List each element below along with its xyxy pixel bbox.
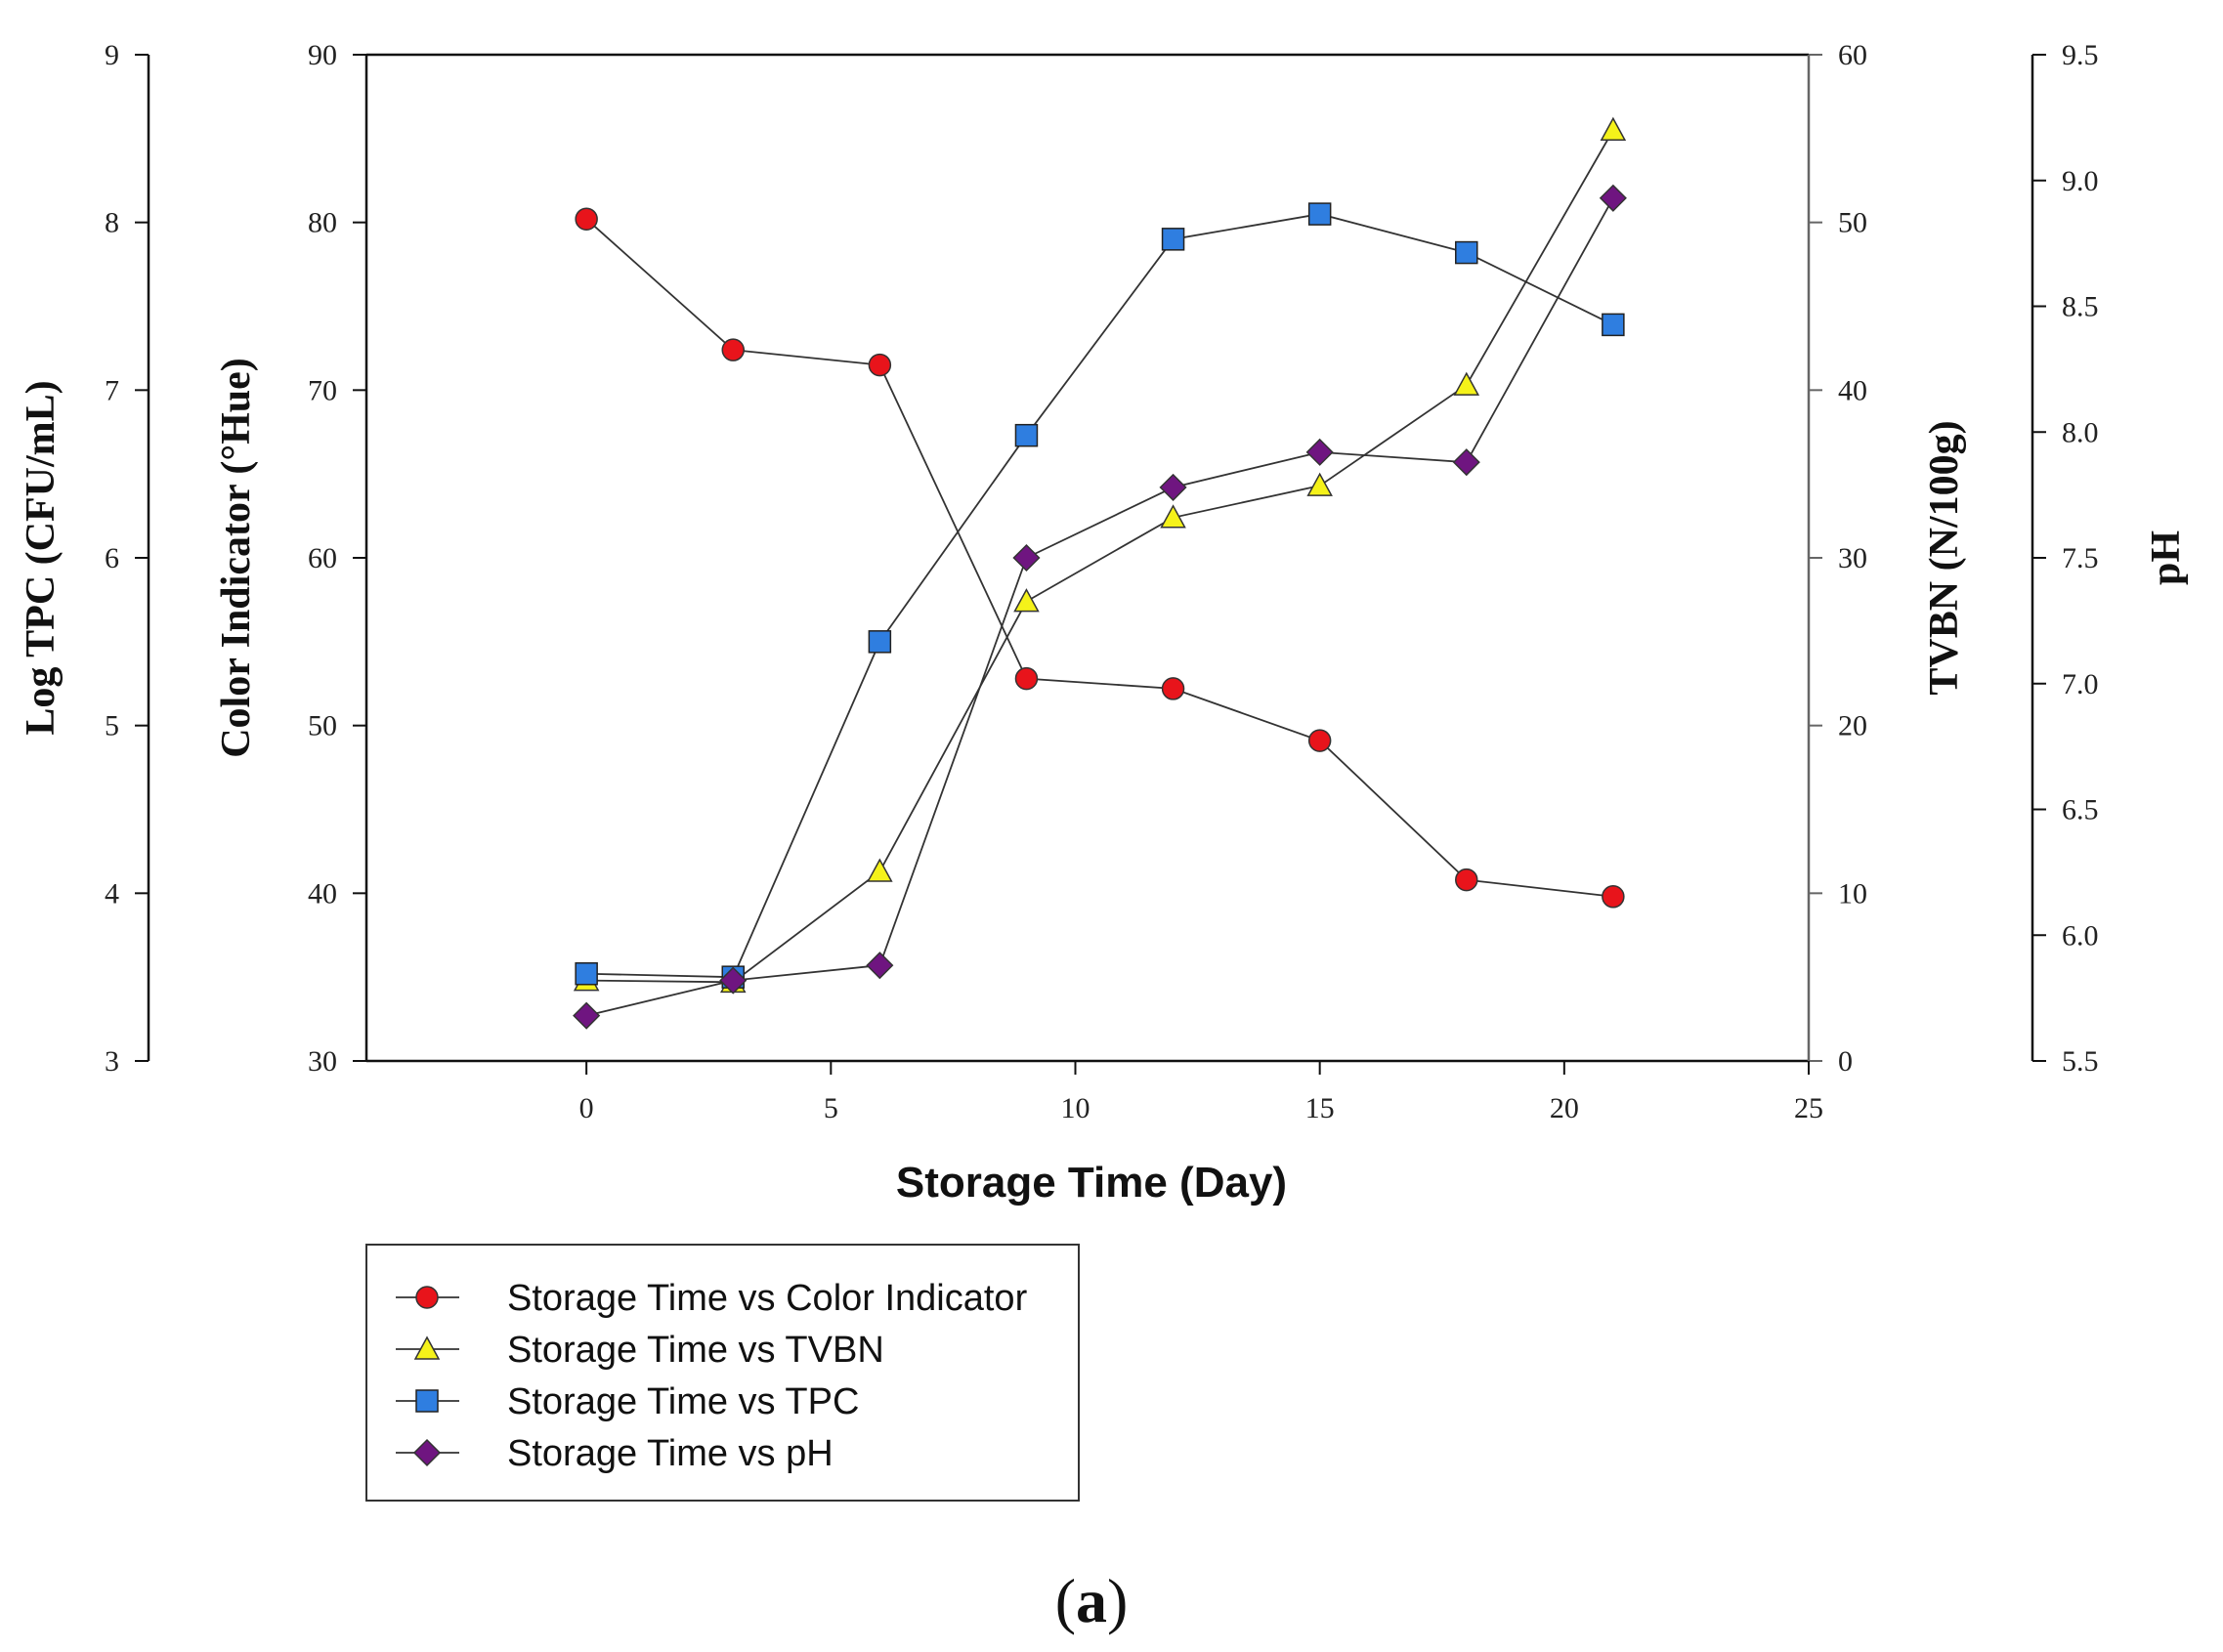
tpc-tick-label: 3: [105, 1045, 119, 1078]
tvbn-tick-label: 10: [1838, 877, 1867, 910]
data-point-ph-9: [1012, 543, 1041, 572]
tpc-tick-label: 4: [105, 877, 119, 910]
data-point-tvbn-6: [867, 858, 893, 882]
color-tick-label: 50: [308, 710, 337, 742]
data-point-color-indicator-12: [1161, 677, 1185, 700]
data-point-tvbn-15: [1306, 472, 1333, 496]
series-line-color-indicator: [585, 218, 1613, 898]
data-point-tpc-6: [868, 630, 892, 654]
tpc-tick-label: 9: [105, 39, 119, 71]
tvbn-axis-title: TVBN (N/100g): [1922, 420, 1967, 695]
data-point-color-indicator-6: [868, 353, 892, 377]
data-point-color-indicator-18: [1455, 868, 1478, 892]
legend-label-ph: Storage Time vs pH: [507, 1433, 834, 1474]
tvbn-tick-label: 60: [1838, 39, 1867, 71]
tpc-axis-title: Log TPC (CFU/mL): [19, 380, 64, 735]
data-point-color-indicator-15: [1307, 729, 1332, 752]
data-point-tpc-12: [1161, 228, 1185, 251]
tpc-tick-label: 5: [105, 710, 119, 742]
tpc-tick-label: 7: [105, 374, 119, 406]
data-point-tvbn-12: [1160, 504, 1186, 529]
caption-label: a: [1076, 1566, 1107, 1635]
ph-tick-label: 7.0: [2062, 668, 2099, 700]
data-point-tvbn-21: [1600, 116, 1627, 141]
color-tick-label: 80: [308, 207, 337, 239]
legend-marker-tpc: [415, 1389, 439, 1413]
tvbn-tick-label: 20: [1838, 710, 1867, 742]
ph-tick-label: 6.5: [2062, 794, 2099, 826]
x-axis-title: Storage Time (Day): [896, 1159, 1287, 1207]
color-tick-label: 30: [308, 1045, 337, 1078]
data-point-ph-18: [1452, 448, 1480, 477]
legend-marker-color-indicator: [415, 1286, 439, 1309]
data-point-tpc-21: [1602, 313, 1625, 337]
data-point-tvbn-18: [1453, 371, 1480, 396]
x-tick-label: 0: [579, 1092, 594, 1124]
color-tick-label: 90: [308, 39, 337, 71]
tvbn-tick-label: 50: [1838, 207, 1867, 239]
series-tpc: [575, 202, 1625, 989]
data-point-color-indicator-3: [721, 338, 746, 361]
data-point-tvbn-9: [1013, 588, 1040, 613]
data-point-ph-6: [866, 952, 894, 980]
data-point-ph-3: [719, 966, 748, 995]
ph-tick-label: 7.5: [2062, 542, 2099, 574]
data-point-tpc-18: [1455, 240, 1478, 265]
ph-tick-label: 5.5: [2062, 1045, 2099, 1078]
color-tick-label: 70: [308, 374, 337, 406]
series-line-tpc: [586, 213, 1614, 979]
ph-tick-label: 9.0: [2062, 165, 2099, 197]
ph-axis-title: pH: [2144, 530, 2189, 585]
tpc-tick-label: 8: [105, 207, 119, 239]
legend-label-tvbn: Storage Time vs TVBN: [507, 1330, 884, 1371]
data-point-tpc-0: [575, 961, 598, 986]
x-tick-label: 15: [1305, 1092, 1335, 1124]
caption-text: (a): [1055, 1566, 1129, 1635]
legend-label-color-indicator: Storage Time vs Color Indicator: [507, 1278, 1028, 1319]
legend-marker-tvbn: [413, 1335, 441, 1360]
legend-box: [365, 1244, 1080, 1502]
data-point-color-indicator-0: [575, 207, 598, 231]
series-layer: [573, 116, 1627, 1030]
data-point-color-indicator-9: [1014, 666, 1039, 691]
x-tick-label: 20: [1550, 1092, 1579, 1124]
ph-tick-label: 8.5: [2062, 291, 2099, 323]
data-point-color-indicator-21: [1602, 885, 1625, 909]
tvbn-tick-label: 30: [1838, 542, 1867, 574]
color-tick-label: 40: [308, 877, 337, 910]
x-tick-label: 10: [1060, 1092, 1090, 1124]
tpc-tick-label: 6: [105, 542, 119, 574]
series-ph: [573, 184, 1627, 1030]
figure-caption: (a): [1055, 1566, 1129, 1635]
data-point-tpc-9: [1014, 423, 1039, 447]
series-line-tvbn: [586, 129, 1614, 984]
color-tick-label: 60: [308, 542, 337, 574]
caption-close-paren: ): [1107, 1566, 1128, 1635]
x-tick-label: 5: [824, 1092, 838, 1124]
caption-open-paren: (: [1055, 1566, 1076, 1635]
legend-marker-ph: [412, 1438, 442, 1467]
x-tick-label: 25: [1794, 1092, 1823, 1124]
series-line-ph: [585, 197, 1614, 1017]
data-point-ph-0: [573, 1001, 601, 1030]
series-color-indicator: [575, 207, 1625, 909]
color-axis-title: Color Indicator (°Hue): [214, 358, 259, 758]
tvbn-tick-label: 40: [1838, 374, 1867, 406]
data-point-ph-12: [1159, 473, 1187, 501]
data-point-tpc-15: [1307, 202, 1332, 226]
data-point-ph-21: [1599, 184, 1627, 212]
data-point-ph-15: [1305, 438, 1334, 466]
ph-tick-label: 9.5: [2062, 39, 2099, 71]
legend-label-tpc: Storage Time vs TPC: [507, 1381, 859, 1422]
tvbn-tick-label: 0: [1838, 1045, 1853, 1078]
ph-tick-label: 6.0: [2062, 919, 2099, 952]
legend: Storage Time vs Color Indicator Storage T…: [365, 1244, 1080, 1502]
ph-tick-label: 8.0: [2062, 416, 2099, 448]
